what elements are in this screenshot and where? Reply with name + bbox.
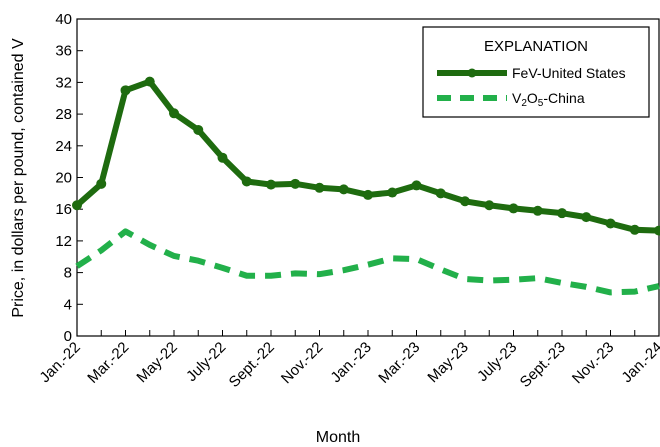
data-point <box>460 196 470 207</box>
data-point <box>532 205 543 216</box>
data-point <box>144 76 155 87</box>
y-tick-label: 36 <box>55 43 72 60</box>
y-axis: 0 4 8 12 16 20 24 28 32 36 40 <box>55 11 83 345</box>
data-point <box>193 124 204 135</box>
data-point <box>290 178 301 189</box>
y-tick-label: 0 <box>64 328 72 345</box>
data-point <box>96 178 107 189</box>
data-point <box>654 225 660 236</box>
legend-label-fev: FeV-United States <box>512 65 626 81</box>
y-tick-label: 12 <box>55 233 72 250</box>
data-point <box>120 85 131 96</box>
data-point <box>484 200 495 211</box>
series-line-v2o5-china <box>75 228 660 296</box>
data-point <box>435 188 446 199</box>
data-point <box>338 184 349 195</box>
data-point <box>629 224 640 235</box>
y-tick-label: 16 <box>55 201 72 218</box>
legend-title: EXPLANATION <box>484 38 588 55</box>
y-tick-label: 40 <box>55 11 72 28</box>
y-tick-label: 4 <box>64 296 72 313</box>
data-point <box>508 203 519 214</box>
x-tick-label: Mar.-22 <box>84 339 132 387</box>
x-tick-label: Jan.-23 <box>327 339 374 386</box>
y-tick-label: 20 <box>55 170 72 187</box>
data-point <box>581 212 592 223</box>
x-tick-label: Jan.-24 <box>618 339 660 386</box>
y-tick-label: 24 <box>55 138 72 155</box>
data-point <box>387 187 398 198</box>
legend: EXPLANATION FeV-United States V2O5-China <box>422 26 650 118</box>
x-tick-label: May-22 <box>133 339 180 386</box>
x-tick-label: July-22 <box>183 339 229 385</box>
y-axis-title: Price, in dollars per pound, contained V <box>10 38 27 318</box>
x-axis-title: Month <box>316 429 360 446</box>
x-tick-label: Sept.-22 <box>226 339 278 391</box>
legend-marker-fev <box>467 68 477 78</box>
x-tick-label: Mar.-23 <box>375 339 423 387</box>
y-tick-label: 28 <box>55 106 72 123</box>
x-tick-label: Sept.-23 <box>517 339 569 391</box>
data-point <box>363 189 373 200</box>
data-point <box>241 176 252 187</box>
series-layer <box>72 76 660 296</box>
data-point <box>72 200 82 211</box>
data-point <box>557 208 567 219</box>
x-tick-label: July-23 <box>474 339 520 385</box>
x-tick-label: Jan.-22 <box>36 339 83 386</box>
data-point <box>314 182 325 193</box>
data-point <box>169 108 179 119</box>
x-tick-label: Nov.-22 <box>278 339 326 387</box>
data-point <box>266 179 276 190</box>
legend-label-v2o5: V2O5-China <box>512 90 585 109</box>
x-tick-label: May-23 <box>424 339 471 386</box>
data-point <box>411 180 422 191</box>
x-tick-label: Nov.-23 <box>569 339 617 387</box>
data-point <box>217 152 228 163</box>
y-tick-label: 32 <box>55 74 72 91</box>
data-point <box>605 218 616 229</box>
y-tick-label: 8 <box>64 265 72 282</box>
